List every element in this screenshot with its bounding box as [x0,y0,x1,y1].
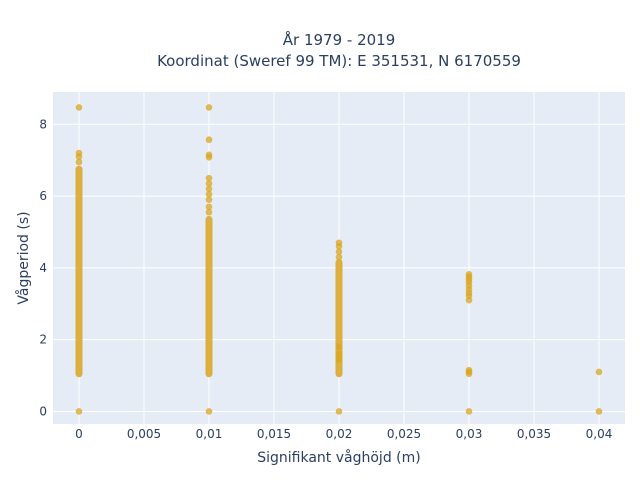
x-tick-label: 0,04 [586,427,613,441]
data-point [335,243,343,250]
data-point [205,136,213,144]
data-point [335,350,343,358]
x-axis-title: Signifikant våghöjd (m) [257,449,420,466]
data-point [335,253,343,261]
data-point [205,203,213,211]
y-tick-label: 2 [39,333,47,347]
x-tick-labels: 0 0,005 0,01 0,015 0,02 0,025 0,03 0,035 0,04 [75,427,612,441]
y-tick-label: 4 [39,261,47,275]
data-point [335,356,343,363]
data-point [75,158,83,166]
data-point [205,208,213,216]
data-point [75,153,83,160]
chart-title: År 1979 - 2019 [283,30,396,49]
data-point [205,174,213,182]
chart-subtitle: Koordinat (Sweref 99 TM): E 351531, N 61… [157,52,521,70]
x-tick-label: 0,035 [517,427,551,441]
data-point [595,368,603,376]
data-point [595,408,603,415]
data-point [205,104,213,111]
y-tick-label: 0 [39,404,47,418]
data-point [465,370,473,378]
data-point [75,104,83,111]
x-tick-label: 0 [75,427,83,441]
x-tick-label: 0,005 [127,427,161,441]
data-point [205,180,213,187]
y-tick-labels: 0 2 4 6 8 [39,117,47,418]
y-axis-title: Vågperiod (s) [15,211,32,304]
data-point [465,408,473,415]
data-point [205,408,213,415]
x-tick-label: 0,03 [456,427,483,441]
data-point [335,343,343,351]
data-point [205,154,213,161]
x-tick-label: 0,025 [387,427,421,441]
data-point [335,408,343,415]
data-point [75,408,83,415]
series-points [75,104,603,415]
data-point [205,196,213,203]
y-tick-label: 6 [39,189,47,203]
x-tick-label: 0,015 [257,427,291,441]
x-tick-label: 0,02 [326,427,353,441]
data-point [205,185,213,193]
x-tick-label: 0,01 [196,427,223,441]
data-point [465,296,473,304]
data-point [335,248,343,256]
y-tick-label: 8 [39,117,47,131]
data-point [205,190,213,198]
